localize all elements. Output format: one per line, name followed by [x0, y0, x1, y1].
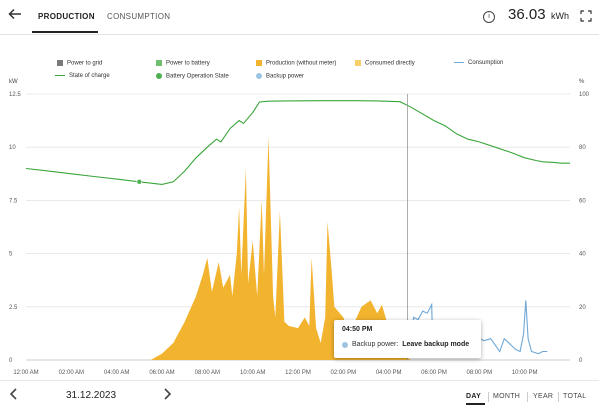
period-year[interactable]: YEAR	[533, 393, 554, 400]
left-axis-tick-label: 10	[9, 145, 16, 151]
legend-consumed-directly[interactable]: Consumed directly	[355, 60, 415, 67]
x-axis-tick-label: 10:00 AM	[240, 370, 265, 376]
legend-consumption[interactable]: Consumption	[454, 60, 503, 66]
left-axis-unit: kW	[9, 79, 18, 85]
divider	[488, 392, 489, 402]
right-axis-tick-label: 0	[579, 358, 583, 364]
legend-backup-power[interactable]: Backup power	[256, 73, 304, 80]
divider	[527, 392, 528, 402]
tooltip-time: 04:50 PM	[342, 326, 373, 333]
tooltip-value: Leave backup mode	[402, 341, 470, 348]
previous-day-chevron-icon[interactable]	[9, 387, 19, 404]
fullscreen-icon[interactable]	[580, 9, 592, 22]
right-axis-tick-label: 80	[579, 145, 586, 151]
chart-tooltip: 04:50 PM Backup power: Leave backup mode	[334, 320, 481, 358]
left-axis-tick-label: 2.5	[9, 305, 18, 311]
info-icon[interactable]: i	[483, 11, 495, 23]
total-energy-unit: kWh	[551, 11, 569, 21]
left-axis-tick-label: 12.5	[9, 92, 21, 98]
x-axis-tick-label: 08:00 PM	[466, 370, 492, 376]
left-axis-tick-label: 0	[9, 358, 13, 364]
right-axis-unit: %	[579, 79, 585, 85]
left-axis-tick-label: 7.5	[9, 198, 18, 204]
state-of-charge-marker	[136, 178, 143, 185]
tooltip-label: Backup power:	[352, 341, 399, 348]
tooltip-row: Backup power: Leave backup mode	[352, 341, 469, 348]
active-tab-indicator	[32, 31, 98, 33]
x-axis-tick-label: 10:00 PM	[512, 370, 538, 376]
tab-production[interactable]: PRODUCTION	[38, 12, 95, 21]
x-axis-tick-label: 02:00 PM	[330, 370, 356, 376]
bottom-bar: 31.12.2023 DAY MONTH YEAR TOTAL	[0, 380, 599, 410]
back-arrow-icon[interactable]	[8, 7, 24, 25]
tooltip-backup-dot-icon	[342, 342, 348, 348]
x-axis-tick-label: 06:00 AM	[149, 370, 174, 376]
legend-power-to-grid[interactable]: Power to grid	[57, 60, 102, 67]
x-axis-tick-label: 08:00 AM	[195, 370, 220, 376]
top-bar: PRODUCTION CONSUMPTION i 36.03 kWh	[0, 0, 599, 34]
legend-production-without-meter[interactable]: Production (without meter)	[256, 60, 336, 67]
x-axis-tick-label: 12:00 PM	[285, 370, 311, 376]
chart-area: Power to grid Power to battery Productio…	[0, 34, 599, 380]
next-day-chevron-icon[interactable]	[162, 387, 172, 404]
x-axis-tick-label: 06:00 PM	[421, 370, 447, 376]
state-of-charge-line	[25, 100, 570, 185]
selected-date[interactable]: 31.12.2023	[66, 390, 117, 401]
left-axis-tick-label: 5	[9, 252, 13, 258]
divider	[558, 392, 559, 402]
period-day[interactable]: DAY	[466, 393, 482, 400]
total-energy-value: 36.03	[508, 6, 546, 23]
period-month[interactable]: MONTH	[493, 393, 521, 400]
legend-battery-operation-state[interactable]: Battery Operation State	[156, 73, 229, 80]
legend-power-to-battery[interactable]: Power to battery	[156, 60, 210, 67]
tab-consumption[interactable]: CONSUMPTION	[107, 12, 171, 21]
right-axis-tick-label: 60	[579, 198, 586, 204]
right-axis-tick-label: 40	[579, 252, 586, 258]
right-axis-tick-label: 20	[579, 305, 586, 311]
x-axis-tick-label: 04:00 AM	[104, 370, 129, 376]
active-period-indicator	[466, 403, 485, 405]
x-axis-tick-label: 12:00 AM	[13, 370, 38, 376]
right-axis-tick-label: 100	[579, 92, 590, 98]
x-axis-tick-label: 04:00 PM	[376, 370, 402, 376]
period-total[interactable]: TOTAL	[563, 393, 587, 400]
x-axis-tick-label: 02:00 AM	[59, 370, 84, 376]
legend-state-of-charge[interactable]: State of charge	[55, 73, 110, 79]
energy-chart[interactable]: 0 2.5 5 7.5 10 12.5 0 20 40 60 80 100 12:00 AM 02:00 …	[0, 35, 599, 380]
